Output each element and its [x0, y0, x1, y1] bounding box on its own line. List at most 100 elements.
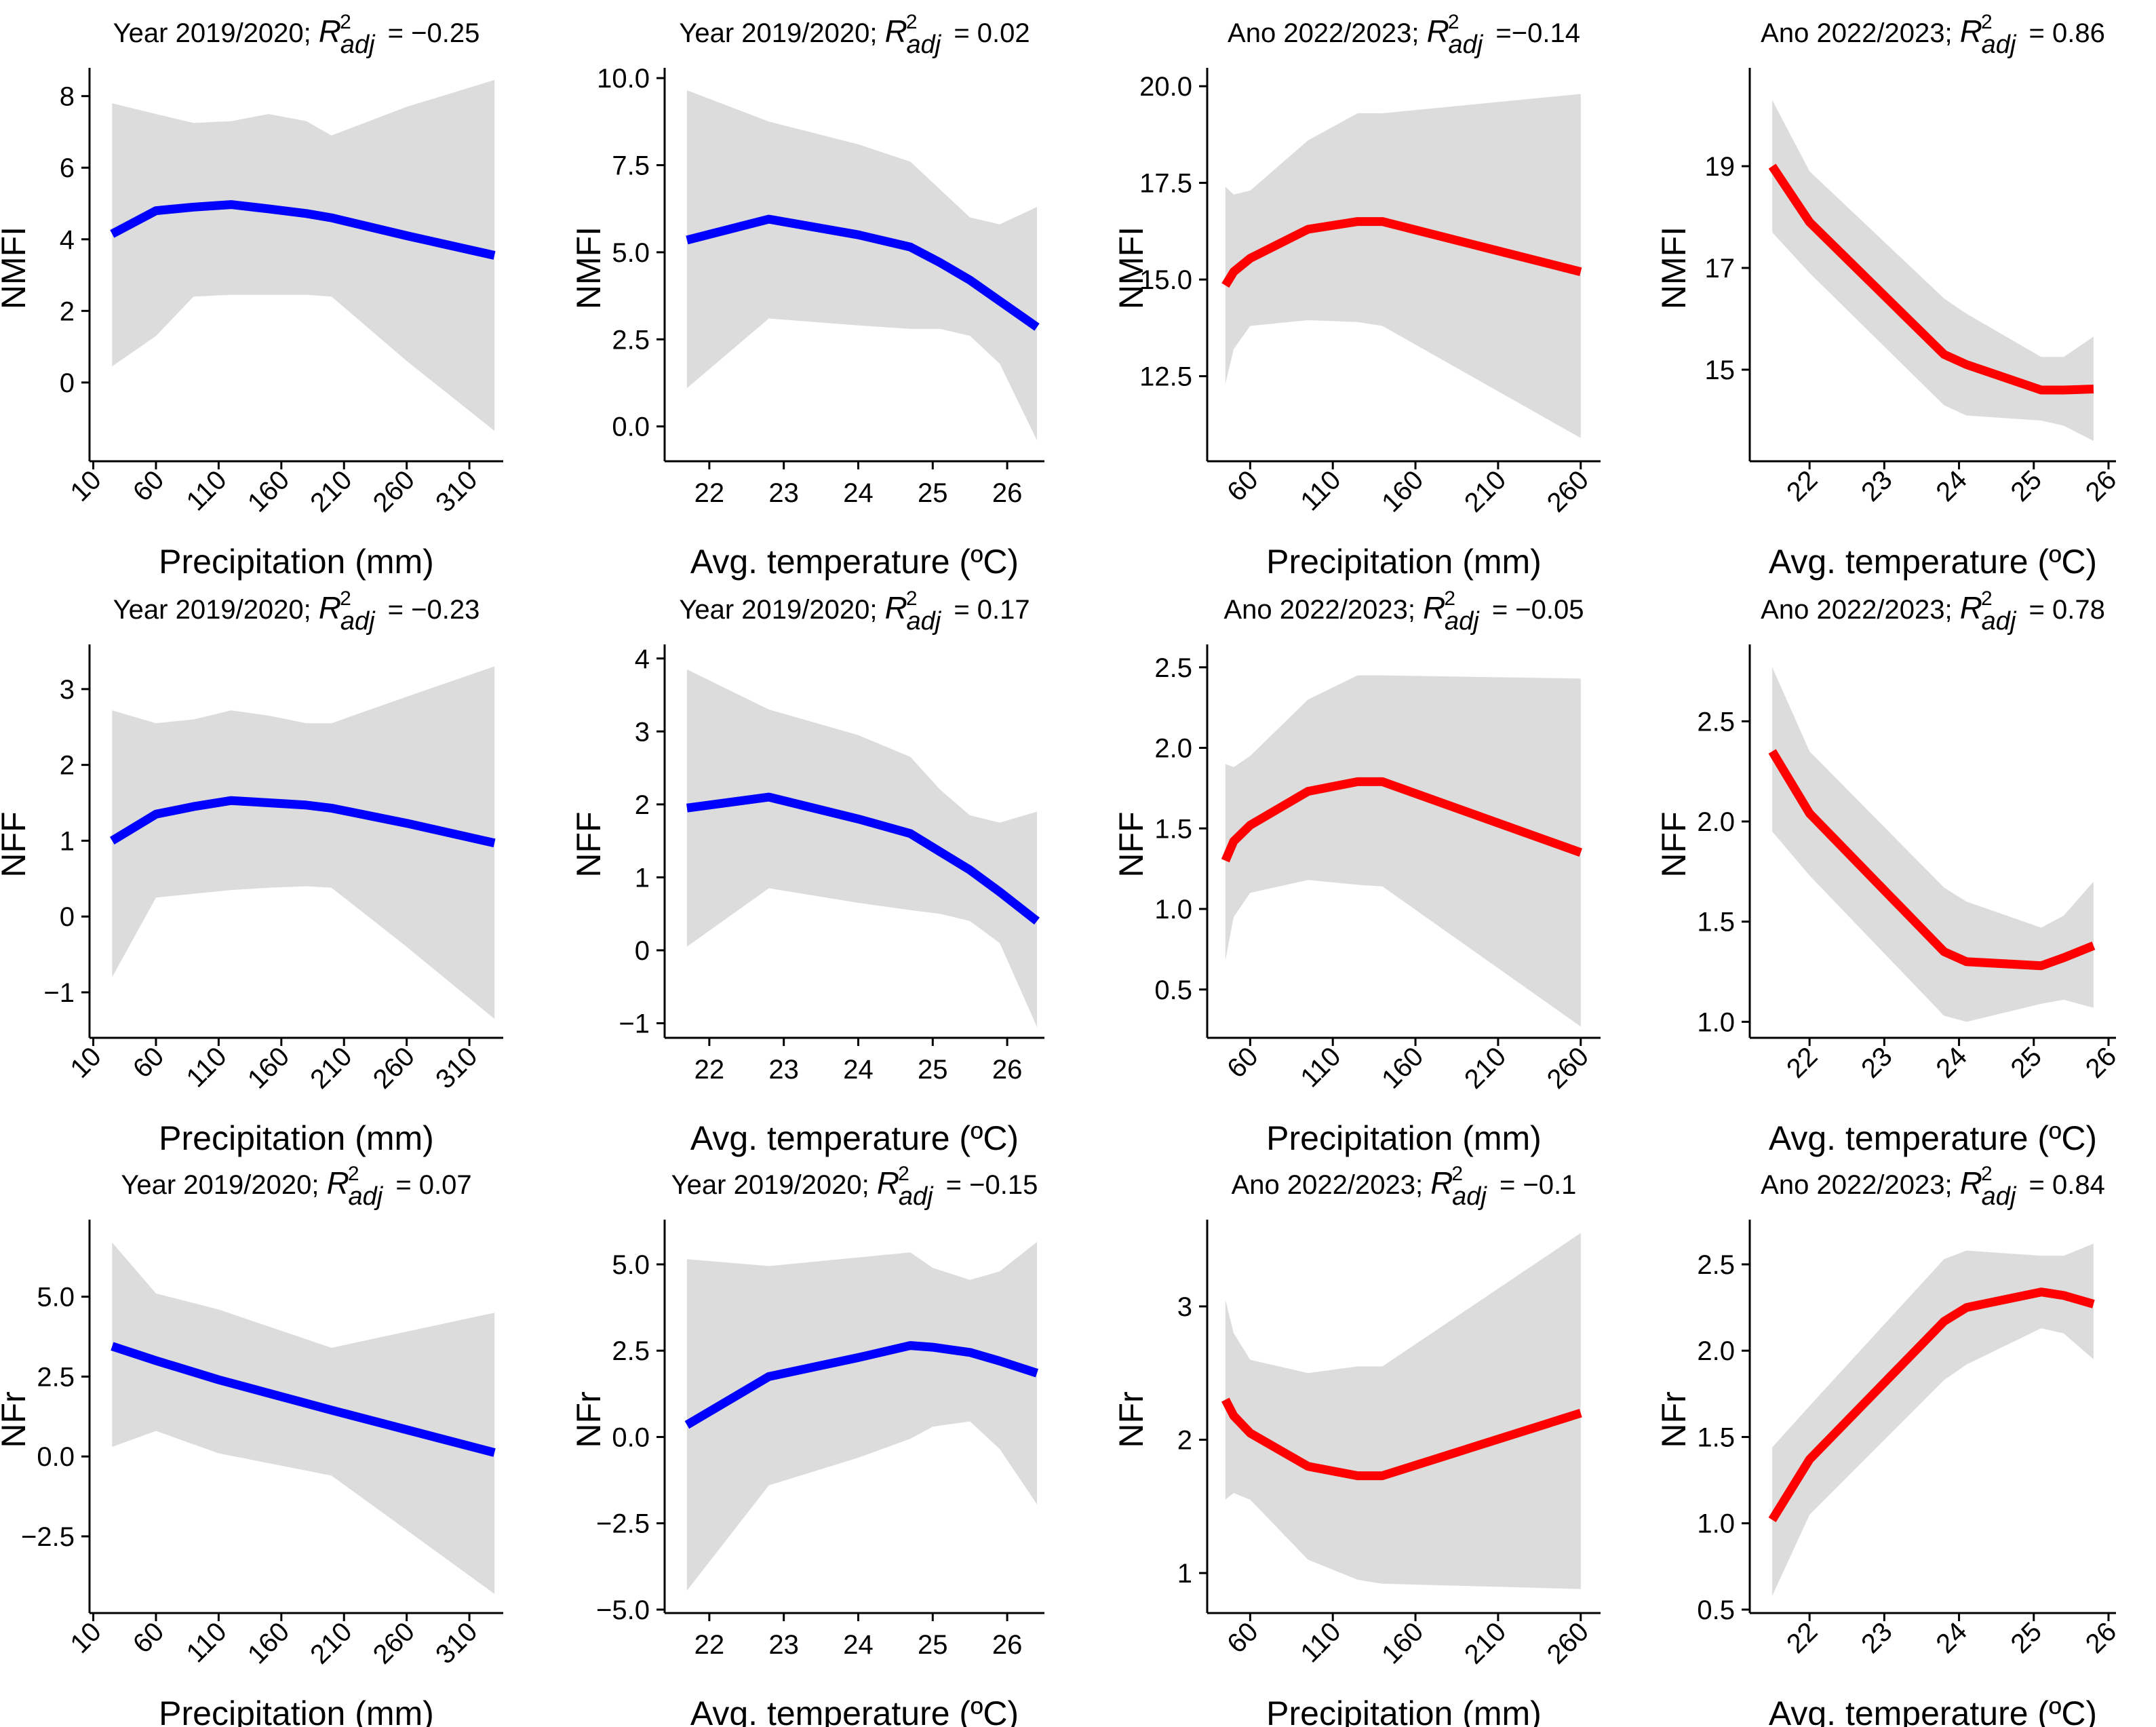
- x-axis-label: Avg. temperature (ºC): [690, 1119, 1019, 1157]
- r2-symbol: R: [1423, 590, 1445, 625]
- y-tick-label: 1.5: [1154, 814, 1192, 844]
- r2-symbol: R: [885, 590, 907, 625]
- r2-superscript: 2: [906, 587, 918, 610]
- fit-line: [110, 200, 496, 260]
- r2-symbol: R: [885, 14, 907, 49]
- r2-value: = −0.15: [939, 1170, 1038, 1200]
- x-tick-label: 25: [918, 1630, 948, 1660]
- x-tick-label: 210: [305, 1041, 357, 1094]
- r2-subscript: adj: [899, 1182, 934, 1211]
- y-tick-label: 0: [60, 368, 75, 398]
- r2-subscript: adj: [1452, 1182, 1487, 1211]
- y-axis-label: NFF: [570, 811, 608, 877]
- y-tick-label: −2.5: [596, 1509, 650, 1539]
- y-axis-label: NMFI: [1655, 227, 1693, 309]
- y-tick-label: 4: [635, 644, 650, 674]
- fit-line: [684, 1341, 1039, 1429]
- y-tick-label: 2: [1177, 1425, 1192, 1455]
- x-axis-label: Precipitation (mm): [1266, 1119, 1542, 1157]
- r2-superscript: 2: [1981, 11, 1993, 33]
- x-tick-label: 10: [64, 1616, 107, 1659]
- y-tick-label: 2.5: [37, 1362, 75, 1392]
- x-tick-label: 210: [305, 465, 357, 518]
- r2-subscript: adj: [1445, 607, 1480, 636]
- x-tick-label: 22: [1781, 1041, 1824, 1084]
- r2-superscript: 2: [1981, 587, 1993, 610]
- r2-symbol: R: [1427, 14, 1449, 49]
- panel-title: Ano 2022/2023; R2 adj = 0.78: [1761, 587, 2105, 636]
- r2-value: = 0.86: [2021, 18, 2104, 48]
- fit-line: [686, 792, 1040, 925]
- r2-subscript: adj: [907, 607, 942, 636]
- y-tick-label: −1: [619, 1009, 650, 1039]
- r2-symbol: R: [1960, 590, 1982, 625]
- y-tick-label: 15: [1705, 355, 1736, 385]
- r2-subscript: adj: [1982, 1182, 2017, 1211]
- r2-superscript: 2: [348, 1163, 359, 1185]
- confidence-band: [686, 1241, 1037, 1591]
- title-text: Ano 2022/2023;: [1232, 1170, 1431, 1200]
- y-tick-label: 5.0: [612, 1250, 650, 1280]
- confidence-band: [1225, 94, 1581, 438]
- x-tick-label: 260: [368, 465, 420, 518]
- confidence-band: [1772, 667, 2094, 1022]
- title-text: Year 2019/2020;: [679, 595, 884, 625]
- r2-superscript: 2: [898, 1163, 909, 1185]
- x-tick-label: 260: [368, 1616, 420, 1669]
- y-tick-label: 1.0: [1154, 895, 1192, 925]
- x-tick-label: 110: [181, 1616, 233, 1668]
- r2-subscript: adj: [907, 31, 942, 59]
- title-text: Year 2019/2020;: [679, 18, 884, 48]
- y-tick-label: 2.0: [1697, 807, 1735, 837]
- panel-3-4: 0.5 1.0 1.5 2.0 2.5 22 23 24 25 26 Avg. temperatur…: [1655, 1163, 2122, 1727]
- y-tick-label: 2.5: [1154, 653, 1192, 683]
- fit-line: [111, 1342, 496, 1457]
- x-tick-label: 210: [305, 1616, 357, 1669]
- y-tick-label: 0: [635, 936, 650, 966]
- x-tick-label: 25: [2005, 1041, 2048, 1084]
- r2-symbol: R: [319, 590, 341, 625]
- panel-title: Ano 2022/2023; R2 adj = −0.1: [1232, 1163, 1577, 1211]
- x-tick-label: 310: [430, 1616, 483, 1669]
- confidence-band: [112, 666, 495, 1020]
- x-tick-label: 22: [1781, 465, 1824, 507]
- y-tick-label: 0.0: [612, 412, 650, 442]
- r2-superscript: 2: [340, 587, 351, 610]
- y-tick-label: 15.0: [1139, 265, 1192, 295]
- x-tick-label: 22: [694, 478, 725, 508]
- x-tick-label: 26: [992, 478, 1023, 508]
- y-axis-label: NMFI: [1112, 227, 1150, 309]
- panel-title: Year 2019/2020; R2 adj = −0.25: [113, 11, 480, 59]
- r2-value: = 0.02: [946, 18, 1030, 48]
- x-tick-label: 260: [1542, 1041, 1594, 1094]
- x-axis-label: Avg. temperature (ºC): [690, 1694, 1019, 1727]
- x-tick-label: 23: [768, 478, 799, 508]
- title-text: Ano 2022/2023;: [1223, 595, 1423, 625]
- panel-2-3: 0.5 1.0 1.5 2.0 2.5 60 110 160 210 260Precipitati…: [1112, 587, 1601, 1157]
- y-tick-label: 20.0: [1139, 72, 1192, 102]
- y-tick-label: −1: [43, 978, 75, 1008]
- x-axis-label: Avg. temperature (ºC): [1769, 1694, 2097, 1727]
- fit-line: [1768, 1287, 2095, 1523]
- r2-subscript: adj: [349, 1182, 384, 1211]
- r2-superscript: 2: [1448, 11, 1459, 33]
- confidence-band: [1772, 100, 2094, 441]
- y-tick-label: 2.0: [1697, 1336, 1735, 1366]
- x-tick-label: 23: [768, 1630, 799, 1660]
- confidence-band: [1225, 1233, 1581, 1589]
- r2-value: = −0.1: [1492, 1170, 1577, 1200]
- confidence-band: [686, 90, 1037, 441]
- y-tick-label: 2.5: [612, 325, 650, 355]
- y-tick-label: 19: [1705, 152, 1736, 182]
- r2-value: = 0.07: [388, 1170, 471, 1200]
- fit-line: [686, 214, 1040, 331]
- y-axis-label: NFr: [1112, 1391, 1150, 1448]
- y-tick-label: 10.0: [597, 64, 650, 94]
- y-tick-label: 1.0: [1697, 1509, 1735, 1539]
- r2-subscript: adj: [1449, 31, 1484, 59]
- x-tick-label: 26: [992, 1630, 1023, 1660]
- x-tick-label: 110: [181, 1041, 233, 1093]
- x-tick-label: 110: [1295, 465, 1346, 516]
- r2-symbol: R: [1430, 1165, 1453, 1201]
- panel-1-1: 0 2 4 6 8 10 60 110 160 210 260 310 Precipitation (m…: [0, 11, 503, 581]
